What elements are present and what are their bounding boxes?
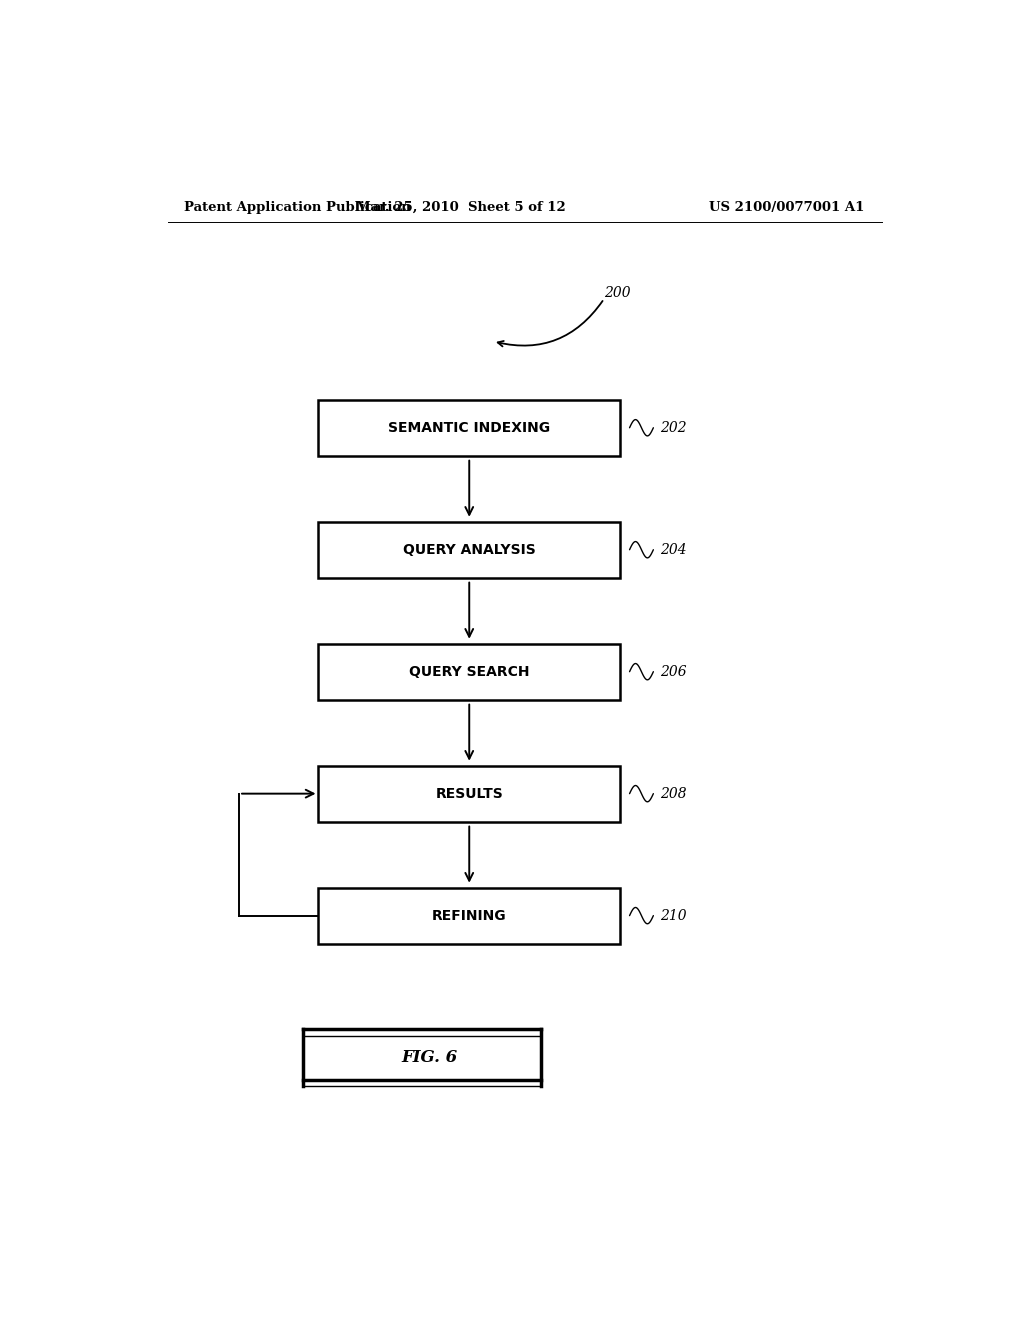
Text: Patent Application Publication: Patent Application Publication xyxy=(183,201,411,214)
Text: 204: 204 xyxy=(659,543,686,557)
Text: QUERY ANALYSIS: QUERY ANALYSIS xyxy=(402,543,536,557)
Text: FIG. 6: FIG. 6 xyxy=(401,1049,458,1067)
FancyBboxPatch shape xyxy=(318,887,620,944)
Text: Mar. 25, 2010  Sheet 5 of 12: Mar. 25, 2010 Sheet 5 of 12 xyxy=(356,201,566,214)
Text: 202: 202 xyxy=(659,421,686,434)
FancyBboxPatch shape xyxy=(318,766,620,821)
Text: QUERY SEARCH: QUERY SEARCH xyxy=(409,665,529,678)
Text: SEMANTIC INDEXING: SEMANTIC INDEXING xyxy=(388,421,550,434)
FancyBboxPatch shape xyxy=(318,521,620,578)
Text: RESULTS: RESULTS xyxy=(435,787,503,801)
Text: REFINING: REFINING xyxy=(432,908,507,923)
Text: 206: 206 xyxy=(659,665,686,678)
Text: 200: 200 xyxy=(604,285,631,300)
Text: 208: 208 xyxy=(659,787,686,801)
FancyBboxPatch shape xyxy=(318,400,620,455)
FancyBboxPatch shape xyxy=(318,644,620,700)
Text: US 2100/0077001 A1: US 2100/0077001 A1 xyxy=(709,201,864,214)
Text: 210: 210 xyxy=(659,908,686,923)
